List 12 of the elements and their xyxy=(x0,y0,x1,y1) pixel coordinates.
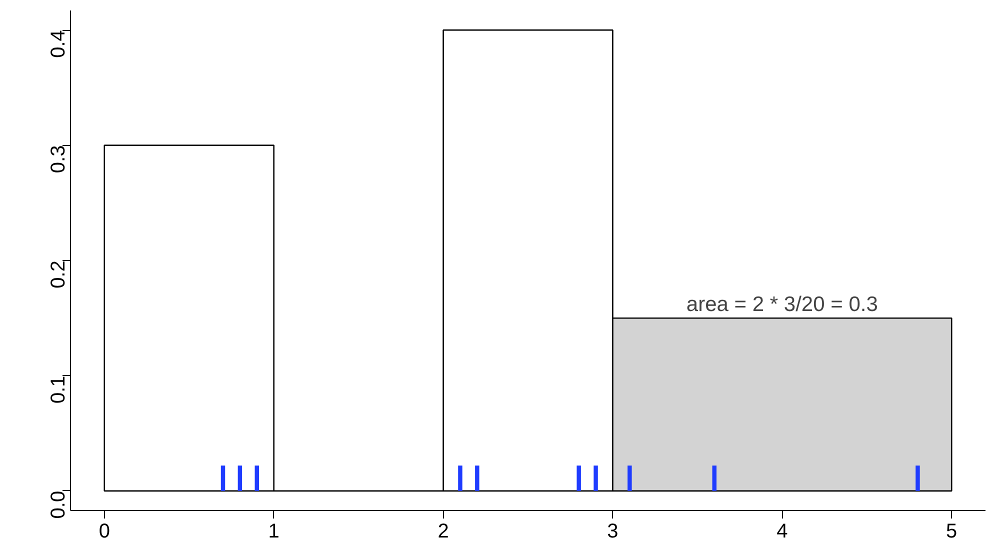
y-tick-label: 0.1 xyxy=(48,376,70,404)
annotation: area = 2 * 3/20 = 0.3 xyxy=(686,293,878,316)
y-tick-label: 0.0 xyxy=(48,490,70,519)
x-tick-label: 1 xyxy=(268,520,280,542)
x-tick-label: 0 xyxy=(98,520,110,542)
x-tick-label: 5 xyxy=(946,520,958,542)
x-tick-label: 2 xyxy=(438,520,449,542)
y-tick-label: 0.2 xyxy=(48,260,70,288)
y-tick-label: 0.3 xyxy=(48,145,70,174)
x-tick-label: 4 xyxy=(776,520,788,542)
y-tick-label: 0.4 xyxy=(48,30,70,58)
x-tick-label: 3 xyxy=(607,520,618,542)
